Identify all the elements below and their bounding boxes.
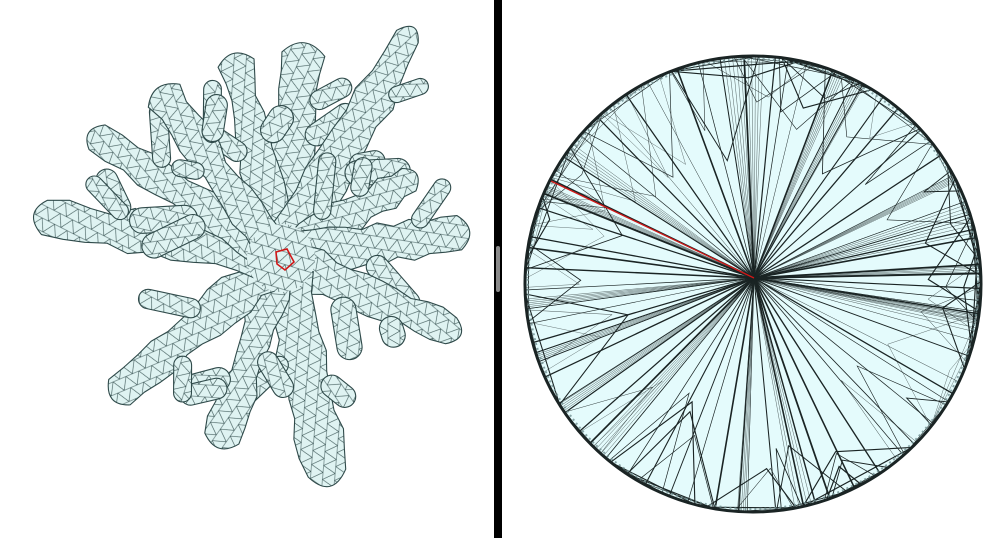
mesh-arm [296, 178, 471, 315]
disk-boundary [523, 54, 983, 514]
snowflake-mesh [33, 25, 471, 488]
mesh-arm [86, 102, 275, 265]
divider-drag-handle[interactable] [496, 246, 500, 292]
mesh-arm [147, 79, 284, 254]
highlighted-edge [549, 179, 755, 279]
split-divider[interactable] [494, 0, 502, 538]
mesh-arm [107, 252, 282, 406]
fan-triangles [525, 56, 981, 512]
mesh-view-panel [0, 0, 494, 538]
disk-mapping-panel [502, 0, 1000, 538]
disk-map-canvas [523, 54, 983, 514]
mesh-arm [289, 245, 463, 361]
snowflake-mesh-canvas [33, 25, 471, 488]
highlighted-cell [275, 248, 296, 272]
